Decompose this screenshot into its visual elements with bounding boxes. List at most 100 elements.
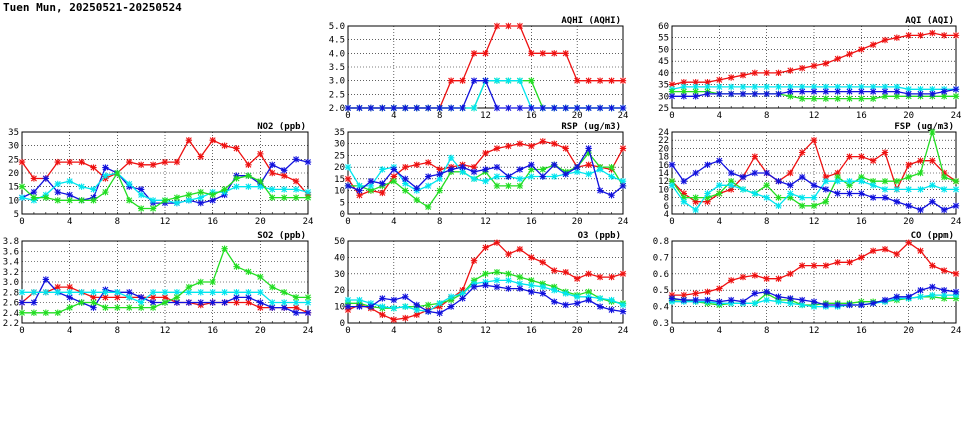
data-point — [798, 296, 806, 304]
data-point — [245, 161, 252, 168]
x-tick-label: 4 — [717, 111, 722, 121]
data-point — [929, 29, 936, 37]
data-point — [257, 150, 264, 158]
data-point — [482, 50, 489, 57]
data-point — [197, 278, 204, 286]
data-point — [126, 197, 133, 204]
data-point — [893, 83, 901, 91]
data-point — [447, 154, 455, 161]
data-point — [727, 90, 735, 98]
series-cyan — [344, 277, 627, 315]
data-point — [470, 280, 478, 287]
data-point — [858, 298, 865, 305]
data-point — [810, 88, 818, 95]
data-point — [551, 140, 558, 147]
data-point — [810, 303, 818, 310]
data-point — [798, 64, 806, 72]
data-point — [727, 182, 735, 189]
x-tick-label: 24 — [951, 326, 962, 336]
data-point — [516, 166, 524, 173]
data-point — [596, 166, 604, 173]
data-point — [834, 55, 841, 62]
data-point — [436, 187, 443, 194]
x-tick-label: 8 — [764, 326, 769, 336]
data-point — [562, 50, 569, 57]
data-point — [798, 88, 806, 95]
data-point — [413, 104, 420, 112]
data-point — [257, 183, 264, 190]
data-point — [280, 167, 288, 174]
data-point — [493, 283, 501, 291]
data-point — [763, 194, 770, 201]
data-point — [402, 175, 409, 183]
data-point — [137, 299, 145, 306]
data-point — [739, 72, 747, 79]
data-point — [562, 104, 569, 112]
data-point — [436, 309, 443, 317]
data-point — [161, 294, 169, 301]
data-point — [668, 161, 676, 168]
data-point — [596, 273, 604, 281]
data-point — [775, 293, 782, 300]
data-point — [173, 289, 181, 296]
data-point — [413, 306, 420, 314]
data-point — [668, 291, 676, 299]
data-point — [90, 299, 97, 306]
data-point — [173, 194, 181, 201]
data-point — [482, 282, 489, 289]
x-tick-label: 0 — [345, 326, 350, 336]
data-point — [367, 182, 375, 190]
data-point — [751, 90, 759, 98]
data-point — [470, 175, 478, 183]
data-point — [269, 194, 276, 201]
data-point — [18, 299, 26, 306]
data-point — [893, 293, 901, 300]
data-point — [596, 187, 604, 194]
data-point — [798, 173, 806, 181]
data-point — [810, 95, 818, 102]
data-point — [869, 194, 877, 201]
data-point — [292, 186, 300, 193]
data-point — [425, 203, 432, 211]
data-point — [573, 275, 581, 282]
data-point — [367, 187, 375, 194]
data-point — [716, 182, 723, 189]
data-point — [30, 309, 38, 316]
data-point — [197, 289, 204, 296]
data-point — [245, 183, 252, 190]
data-point — [18, 194, 26, 201]
data-point — [846, 88, 853, 95]
y-tick-label: 30 — [658, 92, 669, 102]
data-point — [846, 190, 853, 197]
data-point — [470, 168, 478, 176]
x-tick-label: 0 — [19, 217, 24, 227]
series-cyan — [668, 83, 960, 93]
data-point — [149, 299, 157, 306]
x-tick-label: 16 — [526, 111, 537, 121]
y-tick-label: 5 — [340, 198, 345, 208]
data-point — [185, 299, 193, 306]
data-point — [402, 180, 409, 187]
data-point — [539, 173, 546, 180]
data-point — [763, 296, 770, 304]
data-point — [149, 205, 157, 212]
data-point — [585, 170, 592, 178]
data-point — [869, 178, 877, 185]
data-point — [413, 161, 420, 168]
data-point — [798, 149, 806, 156]
data-point — [917, 206, 924, 214]
data-point — [539, 280, 546, 287]
data-point — [209, 278, 216, 286]
data-point — [680, 83, 688, 91]
data-point — [775, 69, 782, 77]
data-point — [692, 79, 699, 86]
data-point — [585, 270, 592, 277]
data-point — [562, 145, 569, 152]
data-point — [42, 194, 50, 201]
data-point — [221, 142, 228, 149]
data-point — [447, 303, 455, 310]
data-point — [90, 164, 97, 171]
data-point — [917, 169, 924, 177]
data-point — [482, 278, 489, 286]
data-point — [810, 262, 818, 269]
